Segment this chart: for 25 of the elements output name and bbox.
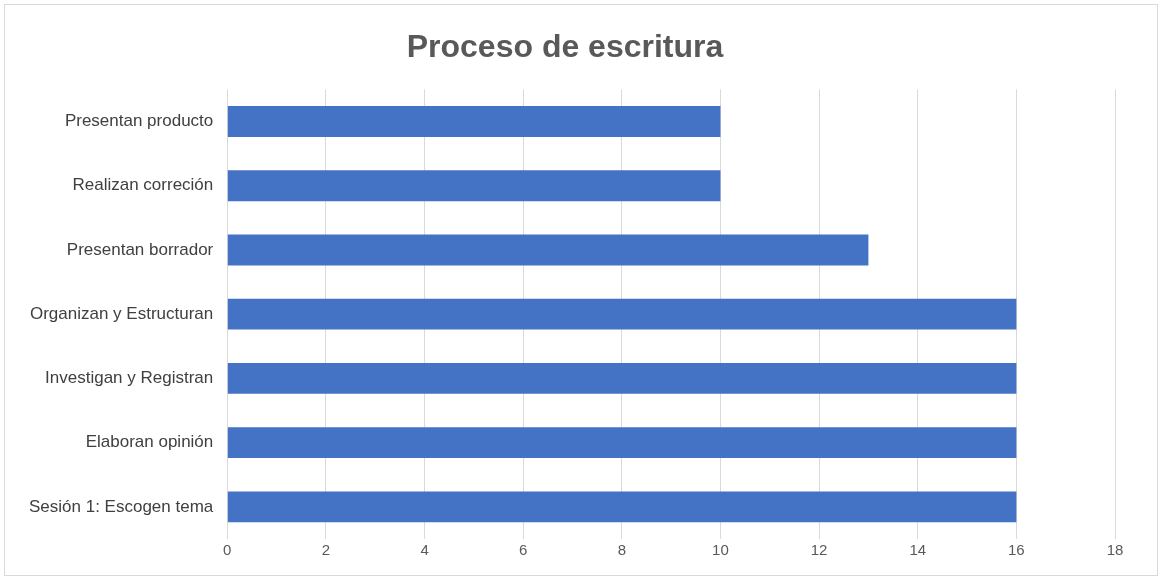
y-tick-label: Realizan correción <box>72 175 214 195</box>
bar <box>227 234 869 266</box>
bar <box>227 427 1017 459</box>
y-tick-label: Investigan y Registran <box>45 368 214 388</box>
y-tick-label: Elaboran opinión <box>85 432 214 452</box>
x-tick-label: 16 <box>1008 541 1025 559</box>
y-tick-label: Sesión 1: Escogen tema <box>29 496 214 516</box>
x-tick-label: 18 <box>1106 541 1124 559</box>
x-tick-label: 0 <box>223 541 232 559</box>
bar <box>227 106 721 137</box>
x-tick-label: 10 <box>712 541 729 559</box>
y-tick-label: Presentan borrador <box>66 239 214 259</box>
x-tick-label: 8 <box>617 541 626 559</box>
bar <box>227 170 721 202</box>
x-tick-label: 12 <box>810 541 828 559</box>
x-tick-label: 4 <box>420 541 429 559</box>
x-tick-label: 2 <box>321 541 331 559</box>
x-tick-label: 6 <box>519 541 528 559</box>
y-tick-label: Organizan y Estructuran <box>29 303 214 323</box>
y-tick-label: Presentan producto <box>64 111 214 131</box>
x-tick-label: 14 <box>909 541 927 559</box>
bar <box>227 363 1017 394</box>
bar <box>227 491 1017 523</box>
chart-title: Proceso de escritura <box>406 28 724 65</box>
bar <box>227 298 1017 330</box>
